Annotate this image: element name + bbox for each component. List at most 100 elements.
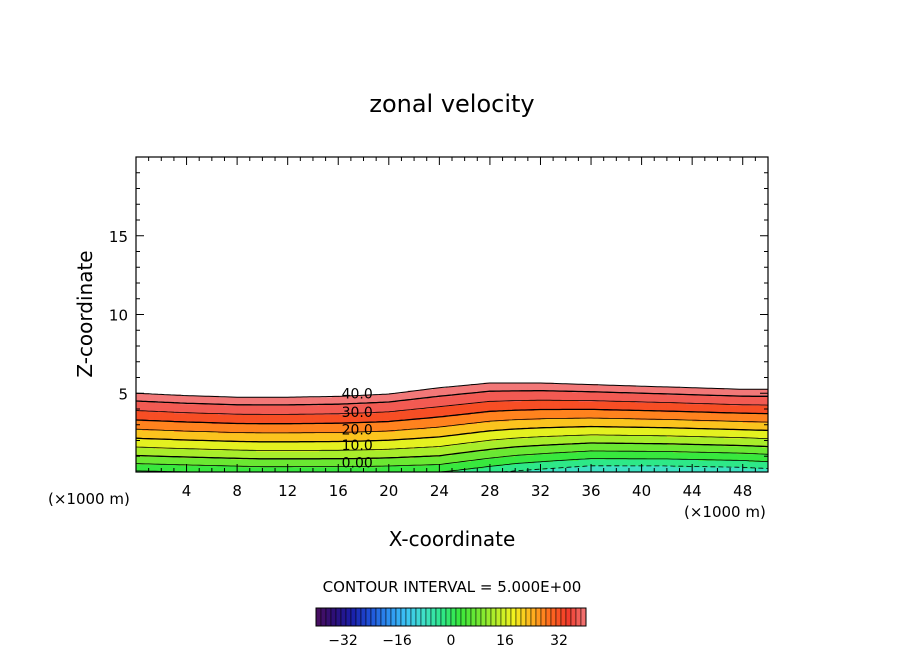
field-cell xyxy=(527,440,535,443)
field-cell xyxy=(275,420,282,423)
field-cell xyxy=(211,405,219,407)
field-cell xyxy=(363,456,371,459)
field-cell xyxy=(243,415,251,418)
field-cell xyxy=(489,391,497,394)
field-cell xyxy=(527,410,535,413)
field-cell xyxy=(237,423,245,426)
field-cell xyxy=(483,431,491,434)
field-cell xyxy=(597,452,605,455)
field-cell xyxy=(148,427,156,430)
field-cell xyxy=(369,447,377,449)
field-cell xyxy=(603,437,611,440)
field-cell xyxy=(452,451,459,453)
field-cell xyxy=(559,460,567,463)
field-cell xyxy=(565,401,573,404)
field-cell xyxy=(464,419,472,422)
field-cell xyxy=(628,390,636,393)
field-cell xyxy=(515,395,523,398)
field-cell xyxy=(376,394,384,397)
field-cell xyxy=(186,448,194,451)
field-cell xyxy=(249,416,257,419)
field-cell xyxy=(603,435,611,438)
field-cell xyxy=(458,418,466,421)
field-cell xyxy=(616,449,624,452)
field-cell xyxy=(628,394,636,397)
field-cell xyxy=(591,440,598,443)
field-cell xyxy=(388,407,396,410)
field-cell xyxy=(262,436,270,439)
field-cell xyxy=(591,407,598,410)
field-cell xyxy=(546,449,554,452)
field-cell xyxy=(452,409,459,411)
field-cell xyxy=(294,419,301,422)
field-cell xyxy=(148,397,156,400)
field-cell xyxy=(154,451,162,453)
field-cell xyxy=(445,415,453,418)
field-cell xyxy=(439,409,447,411)
field-cell xyxy=(382,468,390,470)
field-cell xyxy=(180,465,188,468)
field-cell xyxy=(508,440,516,443)
field-cell xyxy=(312,420,320,423)
field-cell xyxy=(603,456,611,459)
field-cell xyxy=(433,449,440,452)
field-cell xyxy=(464,388,472,390)
field-cell xyxy=(357,439,365,442)
field-cell xyxy=(489,415,497,418)
field-cell xyxy=(350,399,358,402)
field-cell xyxy=(559,453,567,456)
field-cell xyxy=(388,418,396,421)
field-cell xyxy=(357,452,365,455)
field-cell xyxy=(136,406,143,409)
field-cell xyxy=(597,466,605,469)
field-cell xyxy=(211,457,219,460)
field-cell xyxy=(445,465,453,468)
field-cell xyxy=(622,447,630,449)
field-cell xyxy=(439,452,447,455)
field-cell xyxy=(610,424,617,427)
field-cell xyxy=(489,405,497,407)
field-cell xyxy=(142,415,150,418)
field-cell xyxy=(565,395,573,398)
field-cell xyxy=(477,458,485,461)
field-cell xyxy=(230,445,238,448)
field-cell xyxy=(350,420,358,423)
field-cell xyxy=(275,458,282,461)
field-cell xyxy=(407,443,415,446)
field-cell xyxy=(154,465,162,468)
field-cell xyxy=(439,402,447,405)
field-cell xyxy=(237,432,245,435)
field-cell xyxy=(597,424,605,427)
field-cell xyxy=(395,415,403,418)
field-cell xyxy=(395,443,403,446)
field-cell xyxy=(154,466,162,469)
field-cell xyxy=(470,424,478,427)
field-cell xyxy=(275,468,282,470)
field-cell xyxy=(521,470,529,472)
field-cell xyxy=(344,462,352,465)
field-cell xyxy=(262,401,270,404)
field-cell xyxy=(363,416,371,419)
field-cell xyxy=(344,466,352,469)
field-cell xyxy=(559,470,567,472)
field-cell xyxy=(584,411,592,414)
field-cell xyxy=(610,411,617,414)
field-cell xyxy=(610,452,617,455)
field-cell xyxy=(553,389,561,392)
field-cell xyxy=(616,445,624,448)
field-cell xyxy=(401,418,409,421)
field-cell xyxy=(578,439,586,442)
field-cell xyxy=(452,445,459,448)
field-cell xyxy=(610,468,617,470)
field-cell xyxy=(218,447,226,449)
field-cell xyxy=(610,460,617,463)
field-cell xyxy=(142,423,150,426)
field-cell xyxy=(483,418,491,421)
field-cell xyxy=(192,403,200,406)
field-cell xyxy=(268,423,276,426)
field-cell xyxy=(534,448,542,451)
field-cell xyxy=(439,445,447,448)
field-cell xyxy=(452,447,459,449)
field-cell xyxy=(527,419,535,422)
field-cell xyxy=(369,462,377,465)
